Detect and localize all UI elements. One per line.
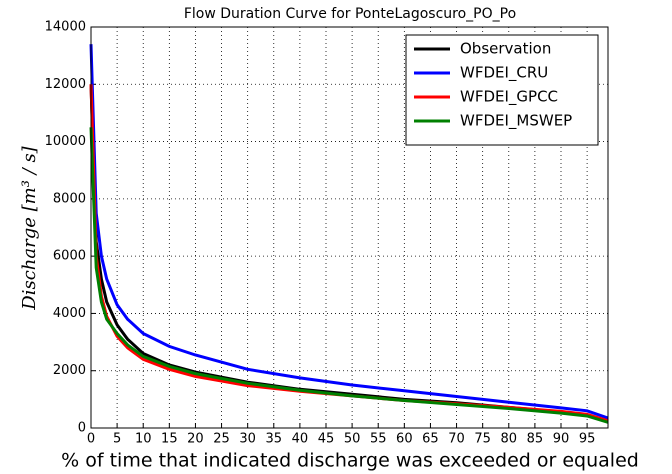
- series-line: [89, 44, 609, 420]
- y-tick-label: 8000: [53, 191, 86, 206]
- y-tick-label: 14000: [45, 20, 86, 35]
- x-tick-label: 10: [135, 432, 152, 447]
- x-tick-label: 45: [318, 432, 335, 447]
- y-tick-label: 4000: [53, 306, 86, 321]
- x-tick-label: 50: [344, 432, 361, 447]
- y-axis-label: Discharge [m³ / s]: [19, 145, 40, 310]
- x-tick-label: 75: [474, 432, 491, 447]
- y-tick-label: 12000: [45, 77, 86, 92]
- x-axis-label: % of time that indicated discharge was e…: [61, 450, 639, 472]
- x-tick-label: 20: [187, 432, 204, 447]
- x-tick-label: 55: [370, 432, 387, 447]
- x-tick-label: 40: [292, 432, 309, 447]
- legend-label: Observation: [460, 40, 551, 58]
- series-line: [89, 127, 609, 424]
- x-tick-label: 15: [161, 432, 178, 447]
- x-tick-label: 5: [113, 432, 121, 447]
- x-tick-label: 70: [448, 432, 465, 447]
- x-tick-label: 30: [239, 432, 256, 447]
- y-tick-label: 2000: [53, 363, 86, 378]
- legend-box: [405, 34, 599, 146]
- x-tick-label: 35: [266, 432, 283, 447]
- x-tick-label: 25: [213, 432, 230, 447]
- legend-label: WFDEI_GPCC: [460, 88, 558, 107]
- y-tick-label: 6000: [53, 249, 86, 264]
- y-tick-label: 10000: [45, 134, 86, 149]
- y-tick-label: 0: [78, 421, 86, 436]
- x-tick-label: 60: [396, 432, 413, 447]
- chart-title: Flow Duration Curve for PonteLagoscuro_P…: [184, 6, 516, 22]
- x-tick-label: 90: [553, 432, 570, 447]
- x-tick-label: 65: [422, 432, 439, 447]
- legend-label: WFDEI_MSWEP: [460, 112, 572, 131]
- x-tick-label: 80: [501, 432, 518, 447]
- x-tick-label: 95: [579, 432, 596, 447]
- x-tick-label: 0: [87, 432, 95, 447]
- legend-label: WFDEI_CRU: [460, 64, 548, 83]
- plot-frame: [90, 26, 609, 429]
- x-tick-label: 85: [527, 432, 544, 447]
